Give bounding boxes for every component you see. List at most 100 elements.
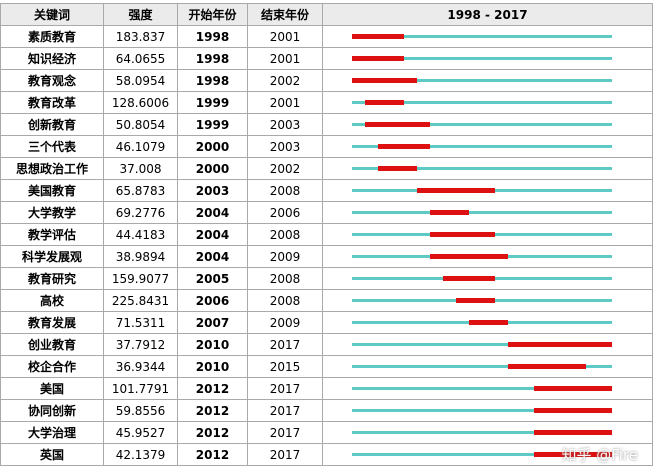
keyword-cell: 创新教育: [0, 113, 104, 136]
burst-timeline: [352, 100, 612, 105]
burst-timeline: [352, 122, 612, 127]
timeline-cell: [322, 355, 653, 378]
end-year-cell: 2008: [247, 179, 323, 202]
end-year-cell: 2017: [247, 443, 323, 466]
keyword-cell: 美国教育: [0, 179, 104, 202]
strength-cell: 69.2776: [103, 201, 178, 224]
end-year-cell: 2008: [247, 289, 323, 312]
strength-cell: 64.0655: [103, 47, 178, 70]
header-end: 结束年份: [247, 3, 323, 26]
strength-cell: 46.1079: [103, 135, 178, 158]
burst-timeline: [352, 386, 612, 391]
table-row: 科学发展观 38.9894 2004 2009: [0, 245, 653, 268]
keyword-cell: 大学治理: [0, 421, 104, 444]
begin-year-cell: 2006: [177, 289, 248, 312]
burst-bar: [443, 276, 495, 281]
burst-bar: [534, 386, 612, 391]
table-row: 素质教育 183.837 1998 2001: [0, 25, 653, 48]
table-row: 思想政治工作 37.008 2000 2002: [0, 157, 653, 180]
table-row: 高校 225.8431 2006 2008: [0, 289, 653, 312]
burst-timeline: [352, 210, 612, 215]
table-row: 校企合作 36.9344 2010 2015: [0, 355, 653, 378]
timeline-cell: [322, 91, 653, 114]
end-year-cell: 2003: [247, 135, 323, 158]
table-row: 三个代表 46.1079 2000 2003: [0, 135, 653, 158]
end-year-cell: 2015: [247, 355, 323, 378]
begin-year-cell: 1999: [177, 91, 248, 114]
begin-year-cell: 2012: [177, 421, 248, 444]
timeline-cell: [322, 267, 653, 290]
burst-bar: [352, 34, 404, 39]
table-row: 教育观念 58.0954 1998 2002: [0, 69, 653, 92]
strength-cell: 59.8556: [103, 399, 178, 422]
begin-year-cell: 2010: [177, 355, 248, 378]
begin-year-cell: 1998: [177, 47, 248, 70]
begin-year-cell: 2000: [177, 157, 248, 180]
burst-bar: [378, 144, 430, 149]
keyword-cell: 教育发展: [0, 311, 104, 334]
begin-year-cell: 2004: [177, 201, 248, 224]
timeline-cell: [322, 223, 653, 246]
strength-cell: 45.9527: [103, 421, 178, 444]
end-year-cell: 2003: [247, 113, 323, 136]
burst-timeline: [352, 166, 612, 171]
header-keyword: 关键词: [0, 3, 104, 26]
strength-cell: 159.9077: [103, 267, 178, 290]
keyword-cell: 教育研究: [0, 267, 104, 290]
burst-bar: [430, 210, 469, 215]
keyword-cell: 科学发展观: [0, 245, 104, 268]
table-row: 大学教学 69.2776 2004 2006: [0, 201, 653, 224]
strength-cell: 58.0954: [103, 69, 178, 92]
header-begin: 开始年份: [177, 3, 248, 26]
end-year-cell: 2006: [247, 201, 323, 224]
timeline-cell: [322, 25, 653, 48]
keyword-cell: 大学教学: [0, 201, 104, 224]
timeline-cell: [322, 289, 653, 312]
table-row: 美国教育 65.8783 2003 2008: [0, 179, 653, 202]
end-year-cell: 2001: [247, 25, 323, 48]
table-body: 素质教育 183.837 1998 2001 知识经济 64.0655 1998 2001 教育…: [0, 25, 653, 466]
keyword-cell: 知识经济: [0, 47, 104, 70]
end-year-cell: 2002: [247, 157, 323, 180]
table-row: 创业教育 37.7912 2010 2017: [0, 333, 653, 356]
burst-timeline: [352, 254, 612, 259]
keyword-cell: 思想政治工作: [0, 157, 104, 180]
begin-year-cell: 2010: [177, 333, 248, 356]
end-year-cell: 2017: [247, 333, 323, 356]
table-row: 教学评估 44.4183 2004 2008: [0, 223, 653, 246]
burst-timeline: [352, 34, 612, 39]
keyword-cell: 协同创新: [0, 399, 104, 422]
timeline-cell: [322, 47, 653, 70]
burst-bar: [417, 188, 495, 193]
begin-year-cell: 2012: [177, 377, 248, 400]
burst-bar: [508, 364, 586, 369]
table-row: 知识经济 64.0655 1998 2001: [0, 47, 653, 70]
keyword-cell: 高校: [0, 289, 104, 312]
keyword-cell: 教学评估: [0, 223, 104, 246]
strength-cell: 37.7912: [103, 333, 178, 356]
keyword-cell: 创业教育: [0, 333, 104, 356]
strength-cell: 101.7791: [103, 377, 178, 400]
strength-cell: 44.4183: [103, 223, 178, 246]
table-row: 大学治理 45.9527 2012 2017: [0, 421, 653, 444]
timeline-cell: [322, 421, 653, 444]
end-year-cell: 2009: [247, 245, 323, 268]
table-row: 英国 42.1379 2012 2017: [0, 443, 653, 466]
burst-timeline: [352, 232, 612, 237]
end-year-cell: 2017: [247, 377, 323, 400]
burst-bar: [352, 56, 404, 61]
strength-cell: 42.1379: [103, 443, 178, 466]
timeline-cell: [322, 135, 653, 158]
burst-bar: [365, 122, 430, 127]
burst-timeline: [352, 56, 612, 61]
begin-year-cell: 2012: [177, 399, 248, 422]
timeline-cell: [322, 333, 653, 356]
strength-cell: 36.9344: [103, 355, 178, 378]
burst-bar: [352, 78, 417, 83]
end-year-cell: 2017: [247, 421, 323, 444]
strength-cell: 225.8431: [103, 289, 178, 312]
burst-bar: [534, 452, 612, 457]
begin-year-cell: 1998: [177, 69, 248, 92]
begin-year-cell: 2005: [177, 267, 248, 290]
keyword-cell: 教育观念: [0, 69, 104, 92]
